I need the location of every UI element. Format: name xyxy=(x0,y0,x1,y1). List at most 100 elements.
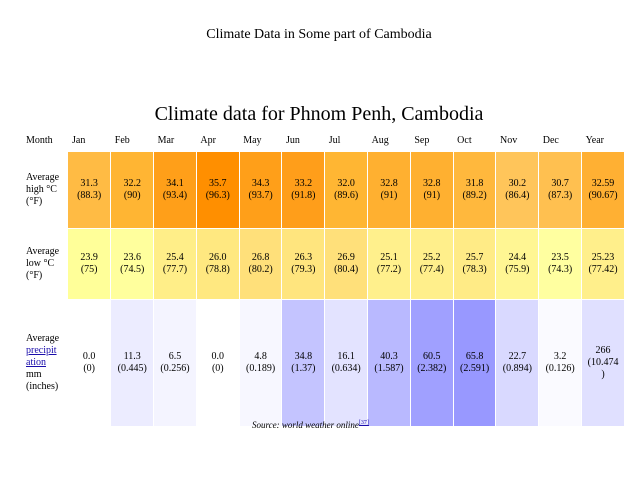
fahrenheit-value: (78.8) xyxy=(205,264,230,275)
fahrenheit-value: (0) xyxy=(83,363,95,374)
fahrenheit-value: (2.591) xyxy=(459,363,490,374)
celsius-value: 25.4 xyxy=(166,252,184,263)
celsius-value: 31.8 xyxy=(465,178,484,189)
celsius-value: 6.5 xyxy=(168,351,182,362)
rain-cell-jul: 16.1 (0.634) xyxy=(324,300,369,426)
fahrenheit-value: (75) xyxy=(80,264,98,275)
precipitation-link[interactable]: precipit xyxy=(26,345,57,356)
celsius-value: 26.3 xyxy=(294,252,313,263)
table-title: Climate data for Phnom Penh, Cambodia xyxy=(154,103,484,125)
celsius-value: 32.0 xyxy=(337,178,355,189)
celsius-value: 60.5 xyxy=(423,351,441,362)
fahrenheit-value: (87.3) xyxy=(548,190,573,201)
celsius-value: 26.8 xyxy=(251,252,270,263)
header-aug: Aug xyxy=(371,135,389,146)
celsius-value: 33.2 xyxy=(294,178,313,189)
label-line: Average xyxy=(26,333,60,344)
celsius-value: 4.8 xyxy=(254,351,267,362)
fahrenheit-value: (89.6) xyxy=(334,190,359,201)
fahrenheit-value: (10.474 xyxy=(587,357,619,368)
label-line: high °C xyxy=(26,184,57,195)
label-line: low °C xyxy=(26,258,55,269)
fahrenheit-value: (96.3) xyxy=(205,190,230,201)
celsius-value: 0.0 xyxy=(82,351,96,362)
source-reference-link[interactable]: [37] xyxy=(358,420,369,426)
high-cell-aug: 32.8 (91) xyxy=(367,152,411,228)
low-cell-aug: 25.1 (77.2) xyxy=(367,229,411,299)
celsius-value: 22.7 xyxy=(508,351,527,362)
header-sep: Sep xyxy=(414,135,430,146)
celsius-value: 25.7 xyxy=(465,252,484,263)
rain-cell-mar: 6.5 (0.256) xyxy=(153,300,197,426)
celsius-value: 0.0 xyxy=(211,351,225,362)
fahrenheit-value: (90.67) xyxy=(588,190,618,201)
fahrenheit-value: (80.4) xyxy=(334,264,359,275)
fahrenheit-value: (0) xyxy=(211,363,224,374)
fahrenheit-value-cont: ) xyxy=(601,369,605,380)
row-label-rain: Average precipit ation mm (inches) xyxy=(22,300,68,426)
fahrenheit-value: (74.5) xyxy=(120,264,145,275)
rain-cell-sep: 60.5 (2.382) xyxy=(410,300,454,426)
fahrenheit-value: (77.7) xyxy=(162,264,188,275)
celsius-value: 30.2 xyxy=(508,178,527,189)
label-line: Average xyxy=(26,172,60,183)
fahrenheit-value: (0.189) xyxy=(246,363,276,374)
label-line: mm xyxy=(26,369,42,380)
high-cell-mar: 34.1 (93.4) xyxy=(153,152,197,228)
fahrenheit-value: (79.3) xyxy=(291,264,316,275)
fahrenheit-value: (75.9) xyxy=(505,264,530,275)
celsius-value: 31.3 xyxy=(80,178,98,189)
high-cell-jul: 32.0 (89.6) xyxy=(324,152,369,228)
header-oct: Oct xyxy=(457,135,472,146)
fahrenheit-value: (91) xyxy=(380,190,398,201)
header-feb: Feb xyxy=(114,135,130,146)
label-line: Average xyxy=(26,246,60,257)
fahrenheit-value: (0.126) xyxy=(545,363,575,374)
low-cell-dec: 23.5 (74.3) xyxy=(538,229,583,299)
header-row: Month Jan Feb Mar Apr May Jun Jul Aug Sep Oct Nov De… xyxy=(22,130,625,152)
low-cell-mar: 25.4 (77.7) xyxy=(153,229,197,299)
header-may: May xyxy=(243,135,262,146)
celsius-value: 23.6 xyxy=(123,252,141,263)
row-average-high: Average high °C (°F) 31.3 (88.3) 32.2 (90) 34.1… xyxy=(22,152,625,228)
fahrenheit-value: (1.587) xyxy=(374,363,404,374)
rain-cell-year: 266 (10.474) xyxy=(581,300,625,426)
rain-cell-may: 4.8 (0.189) xyxy=(239,300,283,426)
header-mar: Mar xyxy=(157,135,175,146)
celsius-value: 26.0 xyxy=(209,252,227,263)
high-cell-sep: 32.8 (91) xyxy=(410,152,454,228)
fahrenheit-value: (91.8) xyxy=(291,190,316,201)
celsius-value: 35.7 xyxy=(209,178,227,189)
celsius-value: 3.2 xyxy=(553,351,567,362)
low-cell-jul: 26.9 (80.4) xyxy=(324,229,369,299)
precipitation-link[interactable]: ation xyxy=(26,357,46,368)
celsius-value: 24.4 xyxy=(508,252,527,263)
low-cell-feb: 23.6 (74.5) xyxy=(110,229,155,299)
fahrenheit-value: (89.2) xyxy=(462,190,487,201)
low-cell-jan: 23.9 (75) xyxy=(68,229,112,299)
high-cell-jan: 31.3 (88.3) xyxy=(68,152,112,228)
low-cell-sep: 25.2 (77.4) xyxy=(410,229,454,299)
fahrenheit-value: (91) xyxy=(423,190,441,201)
celsius-value: 11.3 xyxy=(123,351,141,362)
celsius-value: 25.1 xyxy=(380,252,398,263)
celsius-value: 25.23 xyxy=(591,252,615,263)
low-cell-oct: 25.7 (78.3) xyxy=(453,229,497,299)
row-label-high: Average high °C (°F) xyxy=(22,152,68,228)
header-year: Year xyxy=(585,135,604,146)
rain-cell-oct: 65.8 (2.591) xyxy=(453,300,497,426)
fahrenheit-value: (0.894) xyxy=(502,363,532,374)
celsius-value: 23.5 xyxy=(551,252,569,263)
rain-cell-dec: 3.2 (0.126) xyxy=(538,300,583,426)
low-cell-may: 26.8 (80.2) xyxy=(239,229,283,299)
climate-table: Month Jan Feb Mar Apr May Jun Jul Aug Sep Oct Nov De… xyxy=(22,130,625,426)
low-cell-year: 25.23 (77.42) xyxy=(581,229,625,299)
low-cell-jun: 26.3 (79.3) xyxy=(281,229,326,299)
celsius-value: 16.1 xyxy=(337,351,355,362)
header-jul: Jul xyxy=(328,135,341,146)
fahrenheit-value: (90) xyxy=(123,190,141,201)
row-average-precipitation: Average precipit ation mm (inches) 0.0 (0) 11.3… xyxy=(22,300,625,426)
source-note: Source: world weather online[37] xyxy=(252,420,369,430)
celsius-value: 34.3 xyxy=(251,178,270,189)
header-nov: Nov xyxy=(499,135,518,146)
